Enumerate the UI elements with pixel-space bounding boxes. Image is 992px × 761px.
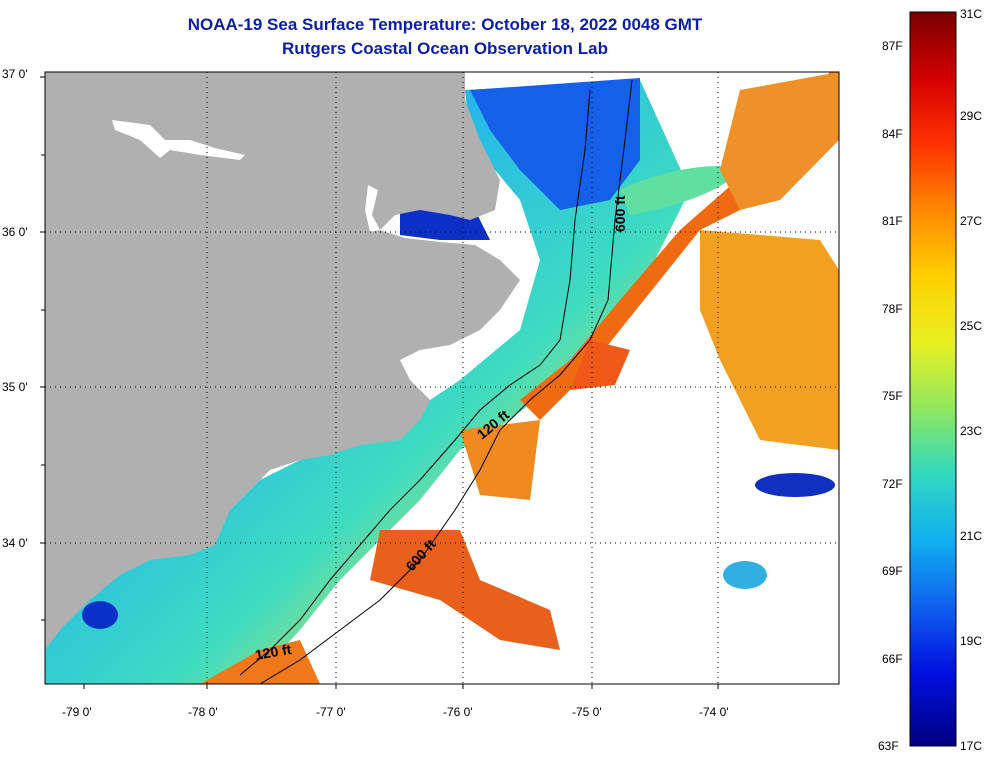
colorbar-c-label: 21C xyxy=(960,529,982,543)
lat-label: 35 0' xyxy=(2,380,28,394)
warm-patch-south xyxy=(370,530,560,650)
warm-nearshore-south xyxy=(200,640,320,684)
cold-patch xyxy=(755,473,835,497)
tick-marks xyxy=(40,76,719,689)
lon-label: -75 0' xyxy=(572,705,602,719)
contour-label-120ft-south: 120 ft xyxy=(254,641,293,663)
colorbar-c-label: 23C xyxy=(960,424,982,438)
isobath-600ft-north xyxy=(259,79,633,684)
colorbar-f-label: 72F xyxy=(882,477,903,491)
lon-label: -79 0' xyxy=(62,705,92,719)
lon-label: -76 0' xyxy=(443,705,473,719)
isobath-120ft xyxy=(239,89,591,676)
contour-label-600ft: 600 ft xyxy=(612,195,628,232)
lon-label: -77 0' xyxy=(316,705,346,719)
colorbar-f-label: 81F xyxy=(882,214,903,228)
colorbar-f-label: 78F xyxy=(882,302,903,316)
land-mass xyxy=(45,72,520,650)
colorbar-c-label: 29C xyxy=(960,109,982,123)
colorbar-gradient xyxy=(909,11,957,747)
colorbar-f-label: 63F xyxy=(878,739,899,753)
warm-patch-east xyxy=(700,230,839,450)
lon-label: -78 0' xyxy=(188,705,218,719)
colorbar-f-label: 66F xyxy=(882,652,903,666)
sound-shape xyxy=(365,185,380,232)
colorbar-f-label: 75F xyxy=(882,389,903,403)
lon-label: -74 0' xyxy=(699,705,729,719)
colorbar-c-label: 19C xyxy=(960,634,982,648)
green-filament xyxy=(620,166,740,215)
gulf-stream-edge xyxy=(520,72,839,420)
sst-map: 600 ft 120 ft 600 ft 120 ft 37 0' 36 0' … xyxy=(2,67,840,719)
warm-patch-mid xyxy=(460,420,540,500)
warm-patch-center xyxy=(570,340,630,390)
cool-patch xyxy=(723,561,767,589)
colorbar-f-label: 84F xyxy=(882,127,903,141)
temperature-colorbar: 87F 84F 81F 78F 75F 72F 69F 66F 63F 31C … xyxy=(878,7,982,753)
inland-water xyxy=(112,120,245,160)
colorbar-c-label: 25C xyxy=(960,319,982,333)
colorbar-c-label: 31C xyxy=(960,7,982,21)
colorbar-f-label: 87F xyxy=(882,39,903,53)
chart-title: NOAA-19 Sea Surface Temperature: October… xyxy=(187,15,703,34)
plot-frame xyxy=(44,71,840,685)
map-grid xyxy=(45,72,839,684)
chart-subtitle: Rutgers Coastal Ocean Observation Lab xyxy=(282,39,608,58)
colorbar-f-label: 69F xyxy=(882,564,903,578)
warm-patch-north xyxy=(720,72,839,210)
cold-patch-sw xyxy=(82,601,118,629)
lat-label: 37 0' xyxy=(2,67,28,81)
colorbar-c-label: 27C xyxy=(960,214,982,228)
lat-label: 36 0' xyxy=(2,225,28,239)
colorbar-c-label: 17C xyxy=(960,739,982,753)
lat-label: 34 0' xyxy=(2,536,28,550)
cold-water-north xyxy=(470,78,640,210)
